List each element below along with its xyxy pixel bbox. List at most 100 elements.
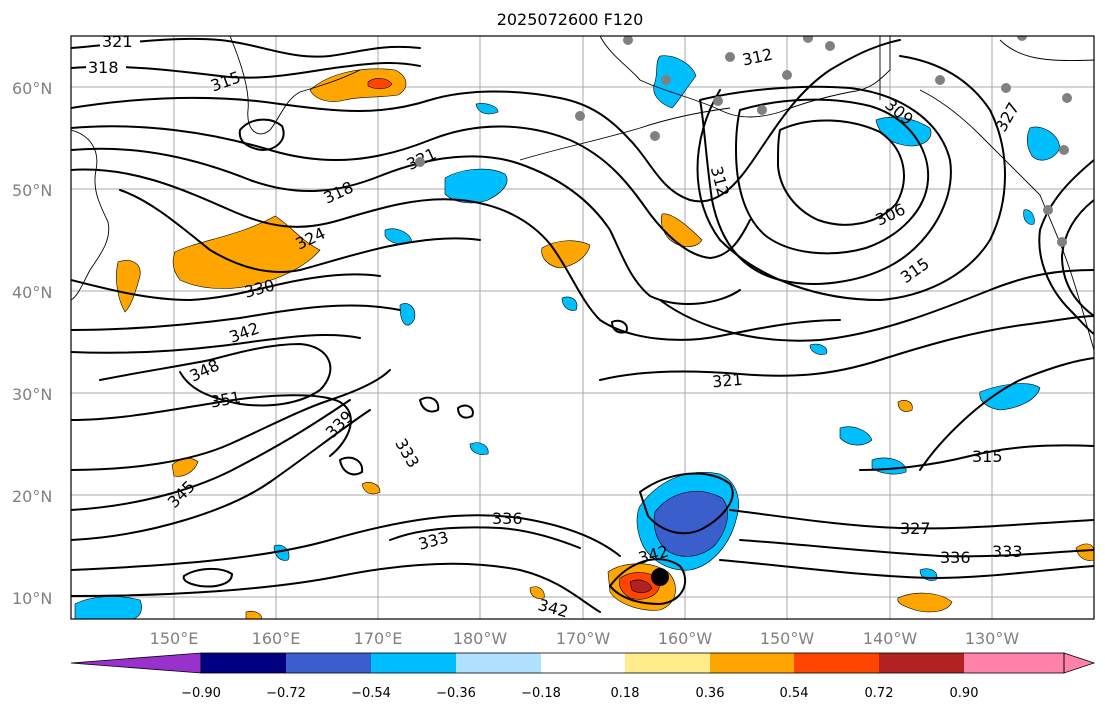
contour-line [919, 357, 1094, 471]
station-markers [415, 36, 1072, 247]
station-marker [1057, 237, 1067, 247]
contour-line [71, 334, 361, 354]
shade-orange [1075, 543, 1094, 561]
station-marker [1059, 145, 1069, 155]
contour-label: 318 [88, 58, 119, 77]
contour-line [777, 119, 905, 226]
shade-lightblue [469, 442, 489, 455]
shade-lightblue [475, 103, 499, 115]
shade-red [367, 78, 393, 90]
contour-line [609, 558, 687, 605]
contour-label: 321 [102, 32, 133, 51]
station-marker [782, 70, 792, 80]
contour-line [457, 404, 474, 419]
contour-line [639, 472, 734, 535]
lat-label: 40°N [12, 283, 52, 302]
colorbar-bin [625, 653, 710, 673]
contour-line [611, 319, 628, 334]
colorbar-bin [541, 653, 625, 673]
lon-label: 170°W [556, 629, 611, 648]
contour-line [71, 394, 352, 457]
contour-line [739, 539, 1094, 558]
shade-lightblue [273, 544, 290, 561]
contour-line [389, 526, 581, 549]
contour-line [71, 304, 401, 331]
contour-layer [71, 37, 1094, 613]
contour-line [71, 147, 741, 305]
lat-label: 60°N [12, 79, 52, 98]
storm-center-marker [651, 568, 669, 586]
coastline-aleutians [519, 107, 731, 161]
coastline-alaska [599, 36, 891, 118]
colorbar-tick-label: −0.90 [181, 686, 221, 701]
colorbar-bin [710, 653, 794, 673]
lon-label: 160°W [658, 629, 713, 648]
colorbar-tick-label: −0.54 [351, 686, 391, 701]
coastlines [71, 36, 1094, 351]
contour-line [71, 562, 601, 613]
lon-label: 130°W [965, 629, 1020, 648]
station-marker [650, 131, 660, 141]
colorbar-tick-label: −0.36 [436, 686, 476, 701]
contour-line [71, 399, 351, 511]
colorbar-tick-label: −0.72 [266, 686, 306, 701]
lon-label: 150°W [760, 629, 815, 648]
contour-line [71, 125, 751, 259]
colorbar-bin [371, 653, 456, 673]
contour-label-bg [100, 36, 140, 48]
contour-line [71, 369, 391, 471]
shade-lightblue [1026, 126, 1061, 161]
shading-layer [74, 55, 1094, 619]
contour-line [71, 409, 371, 541]
shade-lightblue [809, 343, 828, 355]
colorbar-tick-label: 0.54 [780, 686, 809, 701]
colorbar-outline [200, 652, 1065, 674]
station-marker [1001, 83, 1011, 93]
shade-lightblue [839, 426, 873, 446]
contour-label: 336 [940, 548, 971, 567]
shade-orange [309, 68, 407, 102]
colorbar-tick-label: 0.36 [696, 686, 725, 701]
coastline-kamchatka [229, 36, 361, 135]
station-marker [935, 75, 945, 85]
contour-label: 336 [492, 509, 523, 528]
contour-line [238, 118, 285, 151]
shade-lightblue [444, 168, 508, 204]
shade-lightblue [1023, 209, 1035, 225]
contour-line [599, 315, 1094, 381]
station-marker [661, 75, 671, 85]
lat-label: 20°N [12, 487, 52, 506]
colorbar-bin [794, 653, 879, 673]
shade-lightblue [561, 296, 578, 311]
shade-orange [245, 610, 263, 619]
shade-lightblue [74, 596, 142, 619]
contour-line [659, 269, 1094, 342]
lat-labels: 60°N 50°N 40°N 30°N 20°N 10°N [12, 79, 52, 608]
coastline-asia [71, 129, 110, 301]
map-plot-area: 321 318 315 312 309 327 321 318 324 330 … [71, 32, 1094, 621]
colorbar-bin [286, 653, 371, 673]
contour-line [339, 456, 364, 476]
station-marker [575, 111, 585, 121]
colorbar-bin [879, 653, 964, 673]
contour-label-bg [86, 58, 126, 76]
shade-lightblue [399, 303, 416, 326]
station-marker [713, 96, 723, 106]
contour-line [71, 514, 621, 571]
coastline-na-west [919, 89, 1094, 351]
station-marker [825, 41, 835, 51]
contour-label: 342 [536, 595, 570, 621]
station-marker [803, 36, 813, 43]
contour-line [1061, 199, 1094, 317]
shade-lightblue [653, 55, 697, 109]
station-marker [1017, 36, 1027, 41]
colorbar-extend-right [1063, 652, 1096, 674]
contour-line [71, 273, 381, 301]
contour-line [699, 85, 952, 285]
station-marker [757, 105, 767, 115]
station-marker [1043, 205, 1053, 215]
contour-line [419, 396, 440, 413]
shade-orange [529, 586, 545, 599]
colorbar-bin [964, 653, 1064, 673]
